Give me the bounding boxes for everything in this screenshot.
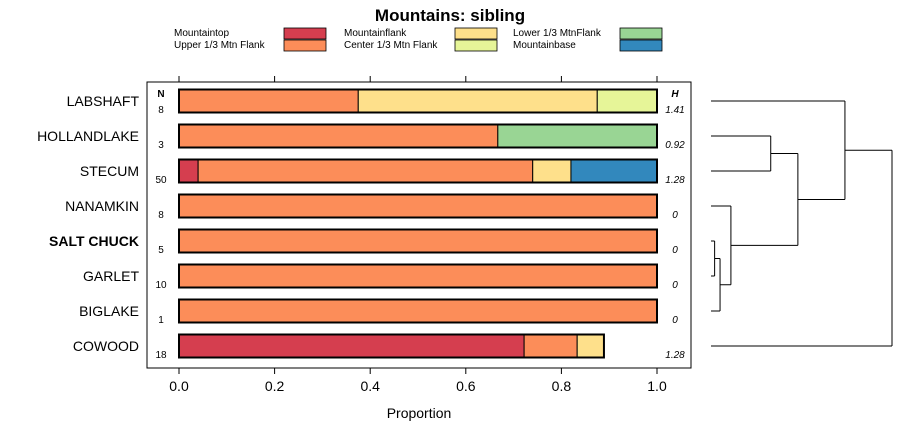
n-value: 8: [158, 210, 164, 221]
legend-label: Lower 1/3 MtnFlank: [513, 28, 602, 39]
n-value: 5: [158, 245, 164, 256]
bar-outline: [178, 158, 658, 184]
legend-label: Mountainbase: [513, 40, 576, 51]
legend-swatch: [454, 27, 498, 40]
x-tick-label: 1.0: [647, 378, 667, 394]
bar-segment: [178, 299, 658, 323]
bar-segment: [197, 159, 534, 183]
legend-label: Center 1/3 Mtn Flank: [344, 40, 438, 51]
bar-segment: [357, 89, 598, 113]
n-value: 50: [155, 175, 167, 186]
bar-segment: [576, 334, 605, 358]
bar-segment: [178, 159, 199, 183]
bar-segment: [178, 229, 658, 253]
row-label: SALT CHUCK: [49, 233, 139, 249]
bar-segment: [178, 89, 359, 113]
bar-outline: [178, 228, 658, 254]
x-axis-label: Proportion: [387, 405, 452, 421]
n-value: 18: [155, 350, 167, 361]
row-label: GARLET: [83, 268, 139, 284]
legend-swatch: [619, 39, 663, 52]
bar-segment: [523, 334, 578, 358]
row-label: BIGLAKE: [79, 303, 139, 319]
h-value: 0: [672, 210, 678, 221]
bar-outline: [178, 193, 658, 219]
row-label: COWOOD: [73, 338, 139, 354]
bar-segment: [497, 124, 658, 148]
n-header: N: [157, 89, 164, 100]
plot-frame: [146, 81, 692, 369]
h-value: 0.92: [665, 140, 685, 151]
bar-segment: [532, 159, 572, 183]
dendrogram: [711, 100, 893, 347]
bar-segment: [178, 264, 658, 288]
row-label: LABSHAFT: [67, 93, 140, 109]
h-value: 1.41: [665, 105, 684, 116]
x-tick-label: 0.6: [456, 378, 476, 394]
bar-outline: [178, 123, 658, 149]
legend-label: Upper 1/3 Mtn Flank: [174, 40, 266, 51]
x-tick-label: 0.2: [265, 378, 285, 394]
h-value: 1.28: [665, 350, 685, 361]
row-label: STECUM: [80, 163, 139, 179]
h-value: 0: [672, 280, 678, 291]
h-header: H: [671, 89, 679, 100]
x-tick-label: 0.4: [360, 378, 380, 394]
bar-segment: [570, 159, 658, 183]
n-value: 10: [155, 280, 167, 291]
bar-outline: [178, 263, 658, 289]
bar-segment: [178, 194, 658, 218]
bar-outline: [178, 333, 605, 359]
x-tick-label: 0.8: [552, 378, 572, 394]
legend-label: Mountaintop: [174, 28, 229, 39]
row-label: NANAMKIN: [65, 198, 139, 214]
bar-segment: [596, 89, 658, 113]
n-value: 1: [158, 315, 164, 326]
bar-outline: [178, 298, 658, 324]
x-axis: 0.0 0.2 0.4 0.6 0.8 1.0: [169, 76, 667, 394]
h-value: 0: [672, 245, 678, 256]
h-value: 1.28: [665, 175, 685, 186]
chart-title: Mountains: sibling: [375, 6, 525, 25]
bar-outline: [178, 88, 658, 114]
n-value: 8: [158, 105, 164, 116]
legend-label: Mountainflank: [344, 28, 407, 39]
h-value: 0: [672, 315, 678, 326]
legend-swatch: [454, 39, 498, 52]
row-label: HOLLANDLAKE: [37, 128, 139, 144]
legend-swatch: [619, 27, 663, 40]
bar-segment: [178, 124, 499, 148]
legend-swatch: [283, 27, 327, 40]
bar-segment: [178, 334, 525, 358]
n-value: 3: [158, 140, 164, 151]
x-tick-label: 0.0: [169, 378, 189, 394]
legend-swatch: [283, 39, 327, 52]
